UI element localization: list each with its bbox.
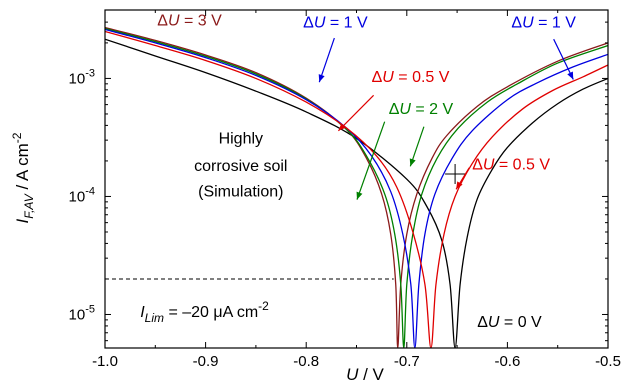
axis-ticks: -1.0 -0.9 -0.8 -0.7 -0.6 -0.5 10-5 10-4 10-3 [69, 10, 621, 370]
label-dU2: ΔU = 2 V [389, 101, 454, 118]
label-dU05a: ΔU = 0.5 V [372, 69, 450, 86]
label-soil3: (Simulation) [198, 183, 283, 200]
label-dU0: ΔU = 0 V [477, 314, 542, 331]
label-dU3: ΔU = 3 V [157, 13, 222, 30]
x-tick-label-1: -0.9 [193, 353, 219, 370]
plot-border [104, 9, 609, 349]
x-tick-label-5: -0.5 [595, 353, 621, 370]
label-ilim: ILim = –20 μA cm-2 [140, 299, 269, 325]
y-tick-label-0: 10-5 [69, 303, 95, 323]
arrow-4 [553, 38, 574, 80]
x-axis-label: U / V [346, 365, 384, 384]
series-line-3 [105, 28, 608, 348]
y-tick-label-1: 10-4 [69, 185, 95, 205]
plus-marker [445, 163, 466, 184]
series-layer [105, 26, 608, 348]
plot-frame [104, 9, 609, 349]
x-tick-label-3: -0.7 [394, 353, 420, 370]
series-line-0 [105, 38, 608, 348]
y-tick-label-2: 10-3 [69, 67, 95, 87]
axis-labels: U / V IF,AV / A cm-2 [10, 132, 385, 384]
arrow-1 [337, 94, 375, 132]
arrow-3 [409, 126, 425, 167]
x-tick-label-0: -1.0 [92, 353, 118, 370]
series-line-1 [105, 26, 608, 348]
arrow-5 [455, 167, 470, 190]
label-dU1a: ΔU = 1 V [303, 15, 368, 32]
label-soil1: Highly [219, 131, 263, 148]
series-line-4 [105, 30, 608, 348]
arrow-2 [356, 121, 386, 200]
annotations: ΔU = 3 V ΔU = 1 V ΔU = 0.5 V ΔU = 2 V ΔU = 1… [140, 13, 576, 332]
series-line-2 [105, 27, 608, 348]
y-axis-label: IF,AV / A cm-2 [10, 132, 36, 223]
label-dU1b: ΔU = 1 V [511, 15, 576, 32]
x-tick-label-4: -0.6 [494, 353, 520, 370]
x-tick-label-2: -0.8 [293, 353, 319, 370]
label-dU05b: ΔU = 0.5 V [472, 156, 550, 173]
label-soil2: corrosive soil [194, 158, 287, 175]
arrow-0 [318, 37, 335, 83]
